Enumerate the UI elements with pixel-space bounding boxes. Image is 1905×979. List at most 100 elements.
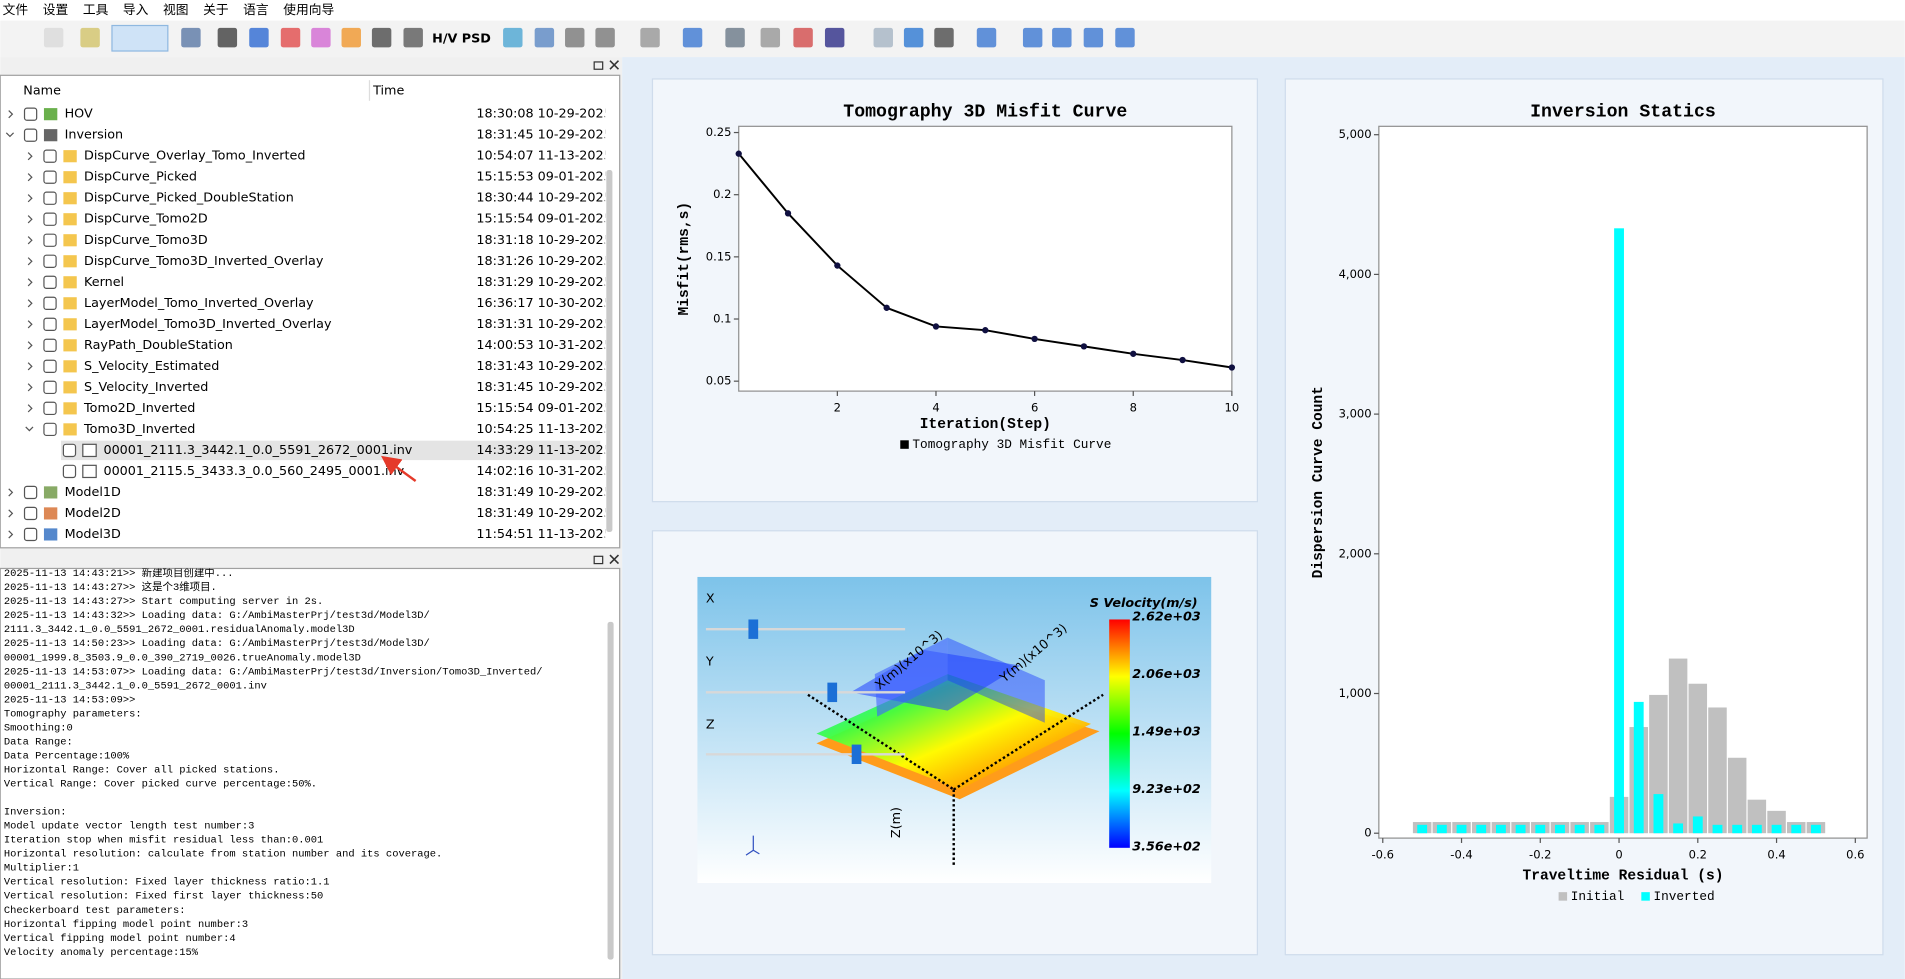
toolbar-button[interactable] <box>403 27 423 48</box>
toolbar-button[interactable] <box>1115 27 1135 48</box>
checkbox[interactable] <box>23 527 38 542</box>
toolbar-button[interactable] <box>760 27 781 48</box>
expand-arrow[interactable] <box>27 299 33 308</box>
checkbox[interactable] <box>23 506 38 521</box>
tree-item-name[interactable]: Kernel <box>84 275 124 290</box>
slider-thumb[interactable] <box>827 682 838 703</box>
toolbar-button[interactable] <box>311 27 331 48</box>
toolbar-label[interactable]: PSD <box>462 31 491 46</box>
tree-item-name[interactable]: Model2D <box>65 506 121 521</box>
dock-buttons[interactable] <box>593 554 620 565</box>
expand-arrow[interactable] <box>8 110 14 119</box>
toolbar-button[interactable] <box>903 27 924 48</box>
checkbox[interactable] <box>43 380 57 395</box>
tree-item-name[interactable]: S_Velocity_Estimated <box>84 359 219 374</box>
checkbox[interactable] <box>23 107 38 121</box>
checkbox[interactable] <box>43 170 57 184</box>
tree-item-name[interactable]: LayerModel_Tomo_Inverted_Overlay <box>84 296 314 311</box>
checkbox[interactable] <box>62 464 77 479</box>
menu-item[interactable]: 视图 <box>163 3 189 18</box>
expand-arrow[interactable] <box>27 194 33 203</box>
tree-item-name[interactable]: Model3D <box>65 527 121 542</box>
expand-arrow[interactable] <box>27 152 33 161</box>
column-header[interactable]: Name <box>23 84 61 99</box>
tree-item-name[interactable]: LayerModel_Tomo3D_Inverted_Overlay <box>84 317 332 332</box>
menu-item[interactable]: 导入 <box>123 3 149 18</box>
toolbar-button[interactable] <box>976 27 997 48</box>
toolbar-button[interactable] <box>682 27 703 48</box>
tree-item-name[interactable]: DispCurve_Picked <box>84 170 197 185</box>
toolbar-button[interactable] <box>1022 27 1043 48</box>
expand-arrow[interactable] <box>27 236 33 245</box>
checkbox[interactable] <box>43 317 57 331</box>
menu-item[interactable]: 使用向导 <box>283 2 334 18</box>
toolbar-button[interactable] <box>534 27 555 48</box>
checkbox[interactable] <box>23 128 38 142</box>
dock-buttons[interactable] <box>593 60 620 70</box>
tree-item-name[interactable]: DispCurve_Picked_DoubleStation <box>84 191 294 206</box>
toolbar-button[interactable] <box>934 27 954 48</box>
expand-arrow[interactable] <box>27 383 33 392</box>
expand-arrow[interactable] <box>27 278 33 287</box>
checkbox[interactable] <box>43 149 57 163</box>
menu-item[interactable]: 文件 <box>3 3 29 18</box>
tree-item-name[interactable]: RayPath_DoubleStation <box>84 338 233 353</box>
toolbar-button[interactable] <box>640 27 660 48</box>
toolbar-button[interactable] <box>43 27 64 48</box>
expand-arrow[interactable] <box>27 173 33 182</box>
expand-arrow[interactable] <box>8 488 14 497</box>
expand-arrow[interactable] <box>27 404 33 413</box>
toolbar-button[interactable] <box>217 27 238 48</box>
checkbox[interactable] <box>62 443 77 458</box>
toolbar-button[interactable] <box>565 27 585 48</box>
legend-swatch[interactable] <box>1558 892 1568 901</box>
tree-item-name[interactable]: Model1D <box>65 485 121 500</box>
toolbar-button[interactable] <box>503 27 523 48</box>
expand-arrow[interactable] <box>25 426 34 432</box>
tree-item-name[interactable]: 00001_2111.3_3442.1_0.0_5591_2672_0001.i… <box>103 443 412 458</box>
tree-scrollbar[interactable] <box>606 170 613 533</box>
toolbar-button[interactable] <box>595 27 615 48</box>
toolbar-button[interactable] <box>280 27 301 48</box>
toolbar-button[interactable] <box>371 27 392 48</box>
float-button[interactable] <box>593 61 604 70</box>
toolbar-button[interactable] <box>824 27 845 48</box>
expand-arrow[interactable] <box>8 509 14 518</box>
expand-arrow[interactable] <box>27 257 33 266</box>
menu-item[interactable]: 设置 <box>43 3 69 18</box>
tree-item-name[interactable]: Tomo3D_Inverted <box>83 422 195 437</box>
tree-item-name[interactable]: DispCurve_Tomo2D <box>84 212 208 227</box>
checkbox[interactable] <box>43 254 57 268</box>
toolbar-button[interactable] <box>873 27 893 48</box>
menu-item[interactable]: 关于 <box>203 3 229 18</box>
toolbar-button[interactable] <box>181 27 201 48</box>
tree-item-name[interactable]: Tomo2D_Inverted <box>83 401 195 416</box>
log-scrollbar[interactable] <box>607 621 614 960</box>
toolbar-button[interactable] <box>725 27 745 48</box>
legend-label[interactable]: Tomography 3D Misfit Curve <box>912 437 1111 452</box>
expand-arrow[interactable] <box>27 362 33 371</box>
toolbar-button[interactable] <box>1052 27 1072 48</box>
checkbox[interactable] <box>43 359 57 374</box>
expand-arrow[interactable] <box>5 132 15 138</box>
close-button[interactable] <box>609 554 620 565</box>
legend-swatch[interactable] <box>900 440 909 449</box>
legend-label[interactable]: Initial <box>1571 889 1625 904</box>
toolbar-button-active[interactable] <box>111 24 169 52</box>
tree-item-name[interactable]: Inversion <box>65 128 124 143</box>
checkbox[interactable] <box>43 296 57 310</box>
column-header[interactable]: Time <box>372 84 404 99</box>
close-button[interactable] <box>609 60 620 70</box>
toolbar-button[interactable] <box>80 27 100 48</box>
expand-arrow[interactable] <box>27 320 33 329</box>
slider-thumb[interactable] <box>748 619 759 639</box>
checkbox[interactable] <box>43 191 57 205</box>
toolbar-button[interactable] <box>341 27 361 48</box>
checkbox[interactable] <box>43 275 57 289</box>
expand-arrow[interactable] <box>27 215 33 224</box>
menu-item[interactable]: 工具 <box>83 3 109 18</box>
tree-item-name[interactable]: DispCurve_Overlay_Tomo_Inverted <box>84 149 305 164</box>
float-button[interactable] <box>593 555 604 565</box>
toolbar-label[interactable]: H/V <box>432 31 457 46</box>
tree-item-name[interactable]: DispCurve_Tomo3D_Inverted_Overlay <box>84 254 324 269</box>
